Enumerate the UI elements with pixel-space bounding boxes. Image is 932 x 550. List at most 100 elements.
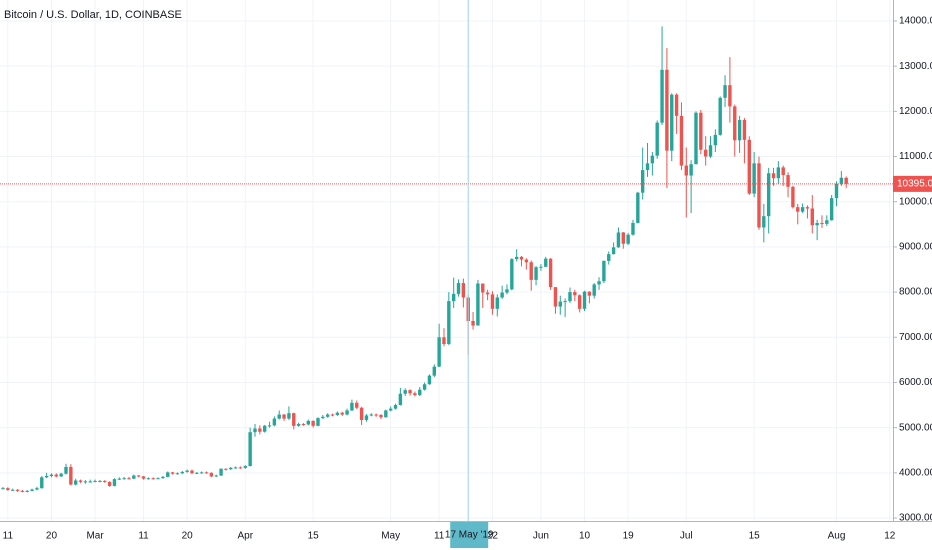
candle-body: [98, 480, 102, 482]
candle-body: [117, 478, 122, 480]
last-price-box: [893, 175, 932, 192]
candle-body: [340, 412, 344, 415]
candle-body: [175, 473, 180, 475]
candle-body: [500, 292, 504, 298]
candle-body: [107, 481, 112, 486]
candle-body: [762, 216, 766, 228]
candle-body: [15, 489, 20, 491]
candle-body: [141, 476, 146, 479]
candle-body: [122, 478, 126, 480]
candle-body: [209, 472, 214, 477]
candle-body: [621, 232, 625, 244]
axes: 3000.00 4000.00 5000.00 6000.00 7000.00 8000.…: [3, 16, 932, 548]
x-tick-label: Aug: [828, 531, 846, 542]
candle-body: [379, 414, 383, 418]
candle-body: [335, 412, 340, 415]
y-tick-label: 13000.00: [899, 61, 932, 72]
candle-body: [660, 69, 664, 123]
candle-body: [626, 234, 630, 244]
candle-body: [616, 232, 621, 248]
x-tick-label: 20: [46, 531, 58, 542]
candle-body: [287, 413, 291, 419]
candle-body: [88, 481, 92, 483]
x-tick-label: May: [381, 531, 400, 542]
candle-body: [272, 418, 277, 426]
candle-body: [645, 163, 650, 171]
candle-body: [316, 418, 320, 426]
candle-body: [490, 294, 495, 309]
candle-body: [481, 283, 485, 293]
candle-body: [665, 69, 669, 151]
x-tick-label: 22: [487, 531, 499, 542]
candle-body: [325, 414, 330, 417]
candle-body: [408, 390, 412, 394]
candle-body: [161, 476, 165, 479]
candle-body: [539, 266, 543, 268]
candle-body: [422, 384, 427, 390]
candle-body: [548, 258, 553, 288]
candle-body: [592, 284, 596, 296]
candle-body: [69, 466, 73, 485]
candle-body: [805, 207, 810, 209]
y-tick-label: 12000.00: [899, 106, 932, 117]
candle-body: [679, 115, 684, 166]
candle-body: [519, 256, 524, 260]
candle-body: [127, 478, 131, 480]
candle-body: [733, 106, 737, 141]
candle-body: [476, 283, 480, 326]
candle-body: [461, 283, 466, 298]
candle-body: [708, 145, 713, 157]
candle-body: [514, 256, 519, 260]
candle-body: [282, 414, 286, 419]
x-tick-label: Mar: [86, 531, 104, 542]
candle-body: [505, 289, 509, 293]
candle-body: [655, 122, 659, 156]
candle-body: [718, 97, 722, 135]
y-tick-label: 10000.00: [899, 196, 932, 207]
candle-body: [195, 472, 199, 474]
candle-body: [640, 170, 645, 193]
candle-body: [800, 207, 805, 212]
candle-body: [418, 389, 422, 396]
candle-body: [10, 489, 15, 491]
y-tick-label: 8000.00: [899, 287, 932, 298]
candle-body: [403, 390, 407, 394]
candles: [1, 26, 848, 493]
candle-body: [495, 297, 499, 309]
candle-body: [786, 175, 790, 187]
candle-body: [427, 375, 432, 385]
overlay: [0, 0, 893, 521]
candle-body: [781, 167, 785, 176]
candle-body: [563, 301, 567, 303]
candle-body: [834, 183, 839, 199]
candle-body: [611, 247, 616, 255]
candle-body: [544, 258, 548, 267]
chart-title: Bitcoin / U.S. Dollar, 1D, COINBASE: [4, 9, 182, 21]
candle-body: [820, 222, 824, 224]
candle-body: [132, 475, 136, 479]
candle-body: [568, 292, 572, 302]
x-tick-label: 11: [3, 531, 14, 542]
y-tick-label: 5000.00: [899, 422, 932, 433]
candle-body: [103, 480, 107, 482]
candle-body: [277, 414, 281, 419]
x-tick-label: 12: [884, 531, 896, 542]
candle-body: [771, 173, 776, 179]
y-tick-label: 4000.00: [899, 467, 932, 478]
candle-body: [674, 94, 679, 116]
candle-body: [694, 112, 698, 165]
crosshair-label: 17 May '19: [445, 530, 494, 541]
candle-body: [582, 291, 587, 309]
candle-body: [6, 488, 10, 490]
candle-body: [602, 260, 606, 282]
candle-body: [262, 425, 267, 432]
candle-body: [93, 480, 97, 482]
candle-body: [742, 119, 747, 140]
candle-body: [413, 393, 417, 396]
candle-body: [59, 473, 63, 477]
x-tick-label: 15: [308, 531, 320, 542]
candle-body: [330, 414, 335, 416]
candle-body: [311, 420, 315, 426]
